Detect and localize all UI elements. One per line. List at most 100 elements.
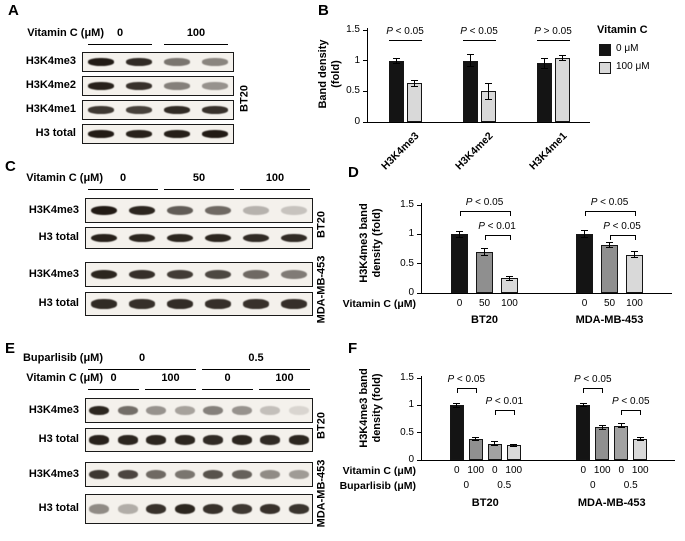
- x-tick-label: 0.5: [623, 480, 638, 491]
- blot-band: [260, 469, 281, 480]
- blot-row-label: H3 total: [38, 297, 79, 309]
- blot-band: [174, 435, 195, 445]
- legend-label: 0 μM: [616, 43, 639, 54]
- error-bar: [609, 242, 610, 248]
- error-bar-cap: [472, 440, 480, 442]
- significance-bracket-tick: [609, 235, 611, 240]
- treatment-label: Vitamin C (μM): [26, 372, 103, 384]
- blot-band: [87, 130, 115, 138]
- significance-bracket-tick: [634, 211, 636, 216]
- bar: [487, 443, 502, 460]
- treatment-label: Vitamin C (μM): [26, 172, 103, 184]
- significance-bracket-tick: [459, 211, 461, 216]
- error-bar-cap: [631, 257, 638, 259]
- y-tick: [416, 377, 421, 379]
- y-tick-label: 0: [408, 454, 414, 465]
- error-bar-cap: [581, 230, 588, 232]
- error-bar: [634, 251, 635, 258]
- dose-underline: [259, 389, 310, 390]
- blot-strip: [82, 52, 234, 72]
- treatment-label: Buparlisib (μM): [22, 352, 103, 364]
- blot-band: [204, 299, 232, 309]
- error-bar-cap: [510, 445, 518, 447]
- error-bar-cap: [466, 66, 474, 68]
- error-bar-cap: [581, 237, 588, 239]
- error-bar: [509, 276, 510, 281]
- error-bar-cap: [598, 428, 606, 430]
- blot-band: [260, 405, 281, 416]
- dose-underline: [88, 189, 158, 190]
- x-tick-label: 0: [491, 465, 498, 476]
- y-tick-label: 0: [408, 287, 414, 298]
- blot-band: [90, 269, 118, 280]
- blot-band: [117, 435, 138, 445]
- blot-row-label: H3K4me1: [25, 103, 76, 115]
- blot-band: [260, 435, 281, 445]
- blot-band: [231, 435, 252, 445]
- bar: [476, 251, 493, 293]
- error-bar: [456, 403, 458, 408]
- blot-band: [163, 106, 191, 114]
- error-bar-cap: [606, 242, 613, 244]
- error-bar-cap: [392, 57, 400, 59]
- group-label: MDA-MB-453: [577, 497, 646, 509]
- significance-bracket-tick: [584, 211, 586, 216]
- blot-band: [231, 469, 252, 480]
- error-bar-cap: [472, 437, 480, 439]
- x-tick-label: 0: [453, 465, 460, 476]
- bar: [462, 60, 478, 122]
- error-bar: [484, 248, 485, 256]
- error-bar-cap: [453, 407, 461, 409]
- p-value-label: P < 0.05: [460, 26, 498, 37]
- bar: [554, 57, 570, 122]
- x-axis-row-label: Vitamin C (μM): [342, 298, 416, 310]
- significance-bracket-tick: [456, 388, 458, 393]
- x-axis-row-label: Buparlisib (μM): [339, 480, 416, 492]
- y-tick-label: 0: [354, 116, 360, 127]
- x-tick-label: 0: [580, 465, 587, 476]
- blot-band: [242, 233, 270, 243]
- significance-bracket-tick: [509, 235, 511, 240]
- significance-bracket-tick: [583, 388, 585, 393]
- significance-bracket-tick: [494, 410, 496, 415]
- blot-band: [204, 233, 232, 243]
- error-bar-cap: [636, 437, 644, 439]
- blot-row-label: H3K4me3: [28, 468, 79, 480]
- x-tick-label: 0: [456, 298, 463, 309]
- dose-underline: [145, 389, 196, 390]
- y-tick-label: 0.5: [346, 85, 360, 97]
- error-bar: [494, 441, 496, 446]
- blot-row-label: H3 total: [38, 433, 79, 445]
- blot-band: [203, 469, 224, 480]
- blot-band: [204, 269, 232, 280]
- blot-band: [117, 405, 138, 416]
- blot-band: [280, 269, 308, 280]
- bar: [614, 425, 629, 460]
- significance-bracket-tick: [602, 388, 604, 393]
- y-tick: [362, 60, 367, 62]
- bar: [576, 234, 593, 293]
- error-bar-cap: [456, 230, 463, 232]
- x-tick-label: H3K4me3: [379, 130, 422, 173]
- significance-bracket-tick: [509, 211, 511, 216]
- x-axis: [420, 460, 675, 461]
- significance-bracket: [609, 235, 635, 236]
- blot-band: [90, 233, 118, 243]
- error-bar-cap: [484, 98, 492, 100]
- dose-underline: [240, 189, 310, 190]
- bar: [536, 63, 552, 122]
- y-tick: [416, 404, 421, 406]
- y-tick: [416, 233, 421, 235]
- significance-bracket: [584, 211, 635, 212]
- legend-label: 100 μM: [616, 61, 650, 72]
- p-value-label: P < 0.05: [447, 374, 486, 385]
- blot-band: [174, 469, 195, 480]
- dose-label: 0: [138, 352, 146, 364]
- y-tick: [416, 459, 421, 461]
- dose-underline: [202, 369, 310, 370]
- p-value-label: P < 0.05: [590, 197, 629, 208]
- blot-band: [201, 82, 229, 90]
- significance-bracket-tick: [621, 410, 623, 415]
- blot-band: [125, 58, 153, 66]
- x-tick-label: 100: [593, 465, 611, 476]
